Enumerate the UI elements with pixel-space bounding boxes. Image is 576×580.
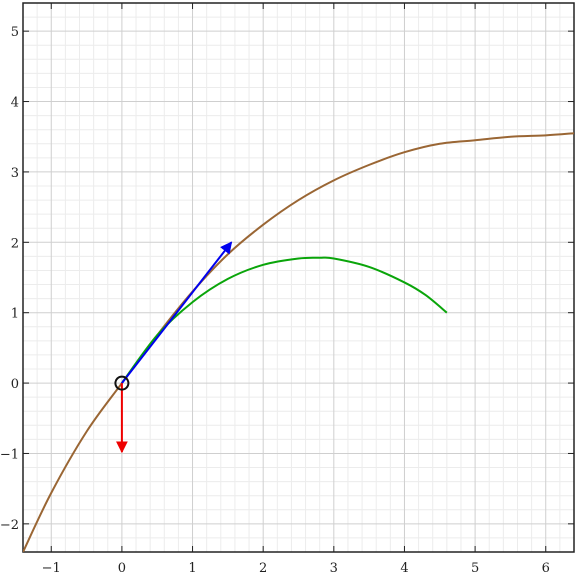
series-curve-0 <box>23 132 574 552</box>
y-tick-label: 4 <box>11 96 19 111</box>
y-tick-label: 3 <box>11 166 19 181</box>
y-tick-label: −1 <box>0 447 19 462</box>
x-tick-label: 0 <box>118 561 126 576</box>
series-curve-1 <box>121 256 448 384</box>
origin-point-marker <box>114 375 130 391</box>
x-tick-label: 4 <box>400 561 408 576</box>
y-tick-label: 5 <box>11 25 19 40</box>
x-tick-label: 3 <box>330 561 338 576</box>
y-tick-label: 2 <box>11 236 19 251</box>
plot-frame <box>22 2 575 553</box>
y-tick-label: 1 <box>11 307 19 322</box>
vector-arrow-0 <box>121 241 233 384</box>
x-tick-label: 6 <box>542 561 550 576</box>
x-tick-label: 1 <box>188 561 196 576</box>
x-tick-label: −1 <box>42 561 61 576</box>
y-tick-label: −2 <box>0 518 19 533</box>
x-tick-label: 2 <box>259 561 267 576</box>
x-tick-label: 5 <box>471 561 479 576</box>
y-tick-label: 0 <box>11 377 19 392</box>
